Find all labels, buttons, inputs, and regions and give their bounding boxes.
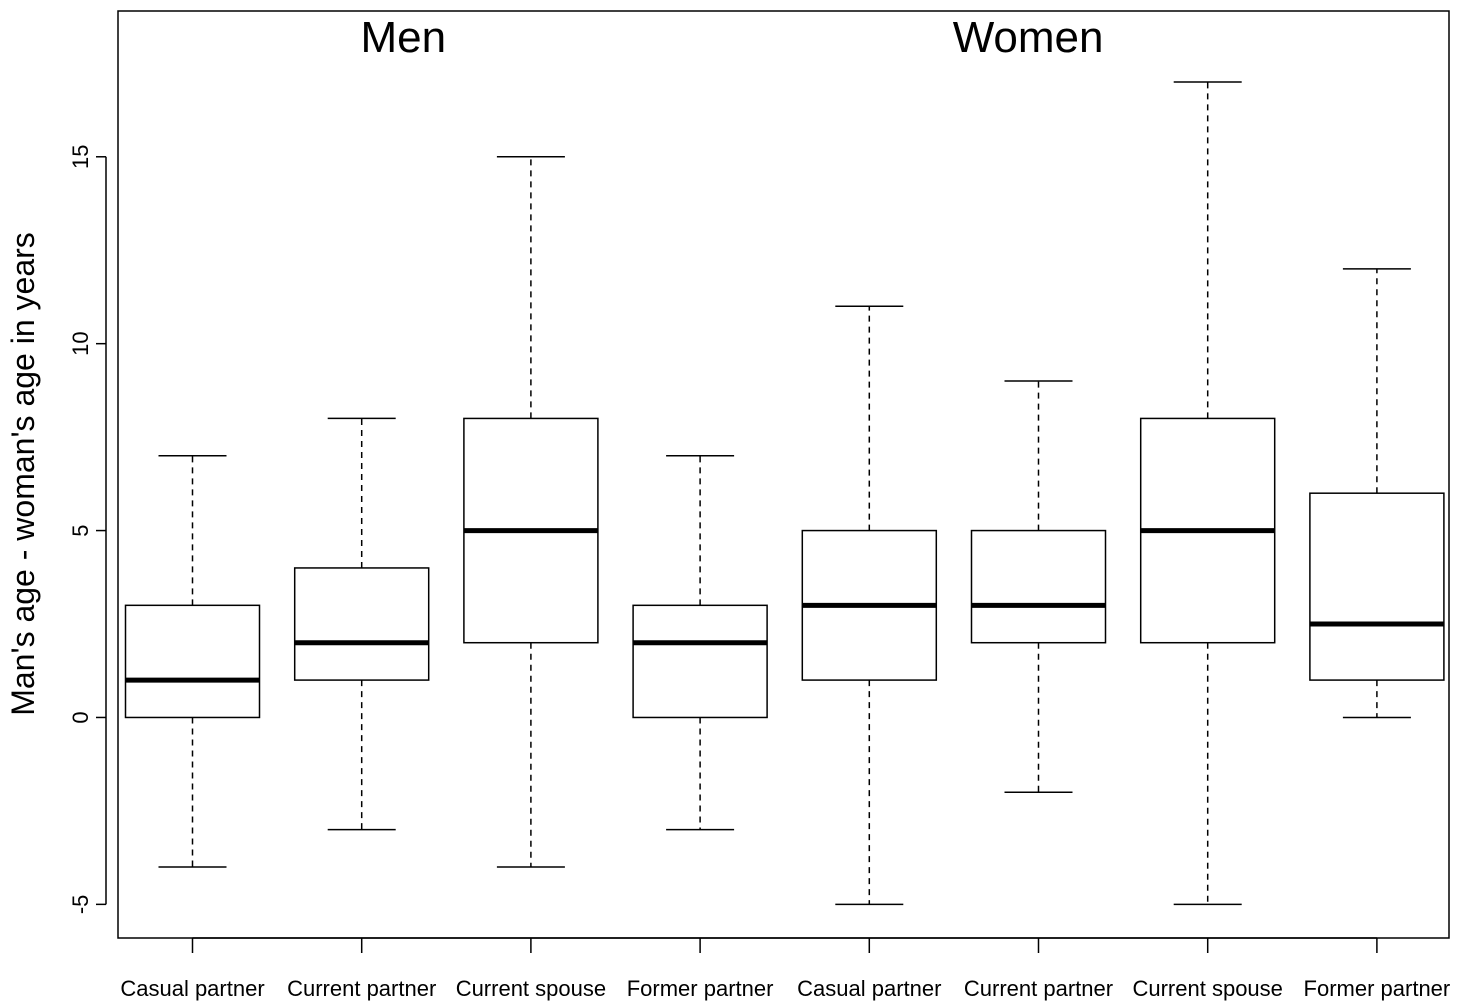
y-tick-label: -5 (68, 895, 93, 915)
iqr-box (1309, 492, 1445, 681)
y-axis-title: Man's age - woman's age in years (5, 232, 41, 716)
x-tick-label: Casual partner (797, 976, 941, 1001)
y-tick-label: 15 (68, 145, 93, 169)
x-tick-label: Current partner (287, 976, 436, 1001)
x-tick-label: Former partner (1304, 976, 1451, 1001)
y-tick-label: 0 (68, 711, 93, 723)
iqr-box (293, 567, 430, 681)
box-1 (124, 455, 261, 868)
iqr-box (124, 604, 261, 719)
box-4 (632, 455, 768, 831)
y-axis: -5 0 5 10 15 (68, 145, 107, 915)
x-tick-label: Former partner (627, 976, 774, 1001)
box-2 (293, 417, 430, 831)
box-7 (1139, 81, 1276, 906)
iqr-box (970, 529, 1107, 644)
x-axis: Casual partner Current partner Current spo… (120, 937, 1451, 1001)
group-title-2: Women (953, 13, 1104, 62)
boxes (124, 81, 1445, 906)
y-tick-label: 10 (68, 331, 93, 355)
box-6 (970, 380, 1107, 793)
box-3 (463, 156, 599, 868)
box-5 (801, 305, 938, 906)
group-titles: Men Women (361, 13, 1104, 62)
iqr-box (632, 604, 768, 719)
box-8 (1309, 268, 1445, 719)
y-tick-label: 5 (68, 524, 93, 536)
x-tick-label: Current partner (964, 976, 1113, 1001)
group-title-1: Men (361, 13, 447, 62)
x-tick-label: Current spouse (456, 976, 606, 1001)
x-tick-label: Casual partner (120, 976, 264, 1001)
x-tick-label: Current spouse (1132, 976, 1282, 1001)
